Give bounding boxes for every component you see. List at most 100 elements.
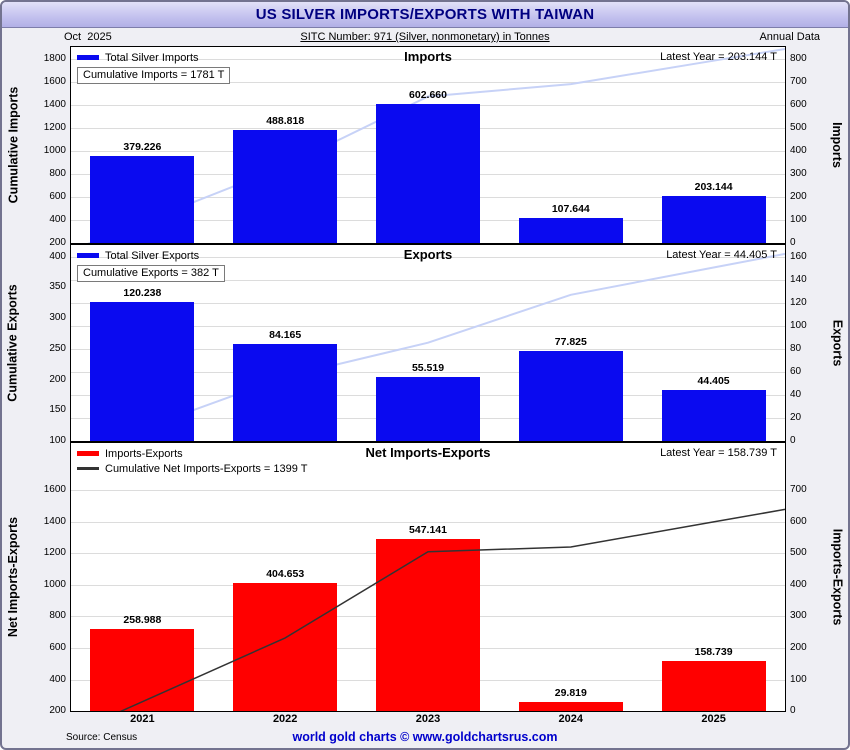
bar-2024 [518,351,623,441]
gridline [71,348,785,350]
y-axis-tick: 1000 [43,578,66,590]
cumulative-net-line [119,508,785,711]
y-axis-tick: 150 [49,404,66,416]
y-axis-tick: 1200 [43,547,66,559]
bar-2025 [661,389,766,441]
bar-2022 [233,130,338,243]
y-axis-tick: 100 [790,213,807,225]
y-axis-tick: 400 [790,578,807,590]
legend-row: Total Silver Imports [77,50,230,65]
annual-data-label: Annual Data [759,31,820,43]
bar-value-label: 379.226 [123,140,162,153]
bar-2025 [661,196,766,243]
bar-series-swatch [77,451,99,456]
y-axis-tick: 200 [790,641,807,653]
imports-legend: Total Silver Imports Cumulative Imports … [77,50,231,84]
net-legend: Imports-Exports Cumulative Net Imports-E… [77,446,307,476]
exports-plot-title: Exports [403,247,453,262]
y-axis-tick: 1400 [43,98,66,110]
y-axis-tick: 600 [49,190,66,202]
y-axis-tick: 1600 [43,75,66,87]
bar-2024 [518,701,623,711]
y-axis-tick: 160 [790,250,807,262]
y-axis-tick: 300 [790,167,807,179]
y-axis-tick: 140 [790,273,807,285]
latest-year-label: Latest Year = 44.405 T [666,249,777,261]
y-axis-tick: 800 [790,52,807,64]
gridline [71,279,785,281]
y-axis-tick: 200 [49,373,66,385]
bar-series-label: Total Silver Exports [105,249,200,262]
line-series-label: Cumulative Net Imports-Exports = 1399 T [105,462,308,475]
net-bars-layer: 258.988 404.653 547.141 29.819 158.739 [71,443,785,711]
y-axis-tick: 400 [49,250,66,262]
bar-value-label: 120.238 [123,287,162,300]
y-axis-tick: 0 [790,435,796,446]
header-row: Oct 2025 SITC Number: 971 (Silver, nonmo… [2,28,848,46]
x-axis-tick: 2025 [701,713,726,725]
y-axis-tick: 200 [49,705,66,716]
imports-plot-title: Imports [404,49,452,64]
net-panel: Net Imports-Exports Imports-Exports 258.… [2,442,848,716]
left-axis-title-text: Net Imports-Exports [6,516,20,638]
gridline [71,521,785,523]
exports-plot-area: 120.238 84.165 55.519 77.825 44.405 Exports … [70,244,786,442]
bar-value-label: 404.653 [266,568,305,581]
imports-bars-layer: 379.226 488.818 602.660 107.644 203.144 [71,47,785,243]
y-axis-tick: 100 [790,673,807,685]
net-left-axis-title: Net Imports-Exports [2,442,24,712]
brand-label: world gold charts © www.goldchartsrus.co… [292,730,558,744]
y-axis-tick: 400 [49,213,66,225]
right-axis-title-text: Imports-Exports [830,528,845,626]
x-axis-tick: 2024 [558,713,584,725]
y-axis-tick: 600 [790,515,807,527]
net-right-axis-title: Imports-Exports [826,442,848,712]
right-axis-title-text: Imports [830,122,844,168]
y-axis-tick: 1400 [43,515,66,527]
title-bar: US SILVER IMPORTS/EXPORTS WITH TAIWAN [2,2,848,28]
imports-panel: Cumulative Imports Imports 379.226 488.81… [2,46,848,248]
bar-value-label: 602.660 [409,89,447,101]
y-axis-tick: 1000 [43,144,66,156]
y-axis-tick: 400 [790,144,807,156]
bar-2021 [90,155,195,243]
y-axis-tick: 700 [790,484,807,496]
legend-row: Total Silver Exports [77,248,225,263]
gridline [71,302,785,304]
bar-2025 [661,661,766,711]
y-axis-tick: 0 [790,705,796,716]
x-axis-tick: 2021 [130,713,155,725]
right-axis-title-text: Exports [830,319,845,367]
y-axis-tick: 800 [49,167,66,179]
y-axis-tick: 600 [49,641,66,653]
y-axis-tick: 250 [49,342,66,354]
x-axis-tick: 2023 [415,713,441,725]
y-axis-tick: 1800 [43,52,66,64]
legend-row: Imports-Exports [77,446,307,461]
bar-2023 [376,104,480,243]
bar-value-label: 55.519 [411,362,445,374]
y-axis-tick: 100 [49,435,66,446]
line-series-swatch [77,467,99,470]
y-axis-tick: 800 [49,610,66,622]
y-axis-tick: 400 [49,673,66,685]
bar-value-label: 203.144 [694,181,733,194]
exports-left-axis-title: Cumulative Exports [2,244,24,442]
y-axis-tick: 1600 [43,484,66,496]
net-plot-area: 258.988 404.653 547.141 29.819 158.739 Net I… [70,442,786,712]
left-axis-title-text: Cumulative Imports [6,86,20,204]
y-axis-tick: 600 [790,98,807,110]
bar-value-label: 258.988 [123,614,162,627]
imports-plot-area: 379.226 488.818 602.660 107.644 203.144 Impo… [70,46,786,244]
page-title: US SILVER IMPORTS/EXPORTS WITH TAIWAN [255,6,595,23]
exports-legend: Total Silver Exports Cumulative Exports … [77,248,225,282]
bar-value-label: 44.405 [697,374,730,387]
exports-bars-layer: 120.238 84.165 55.519 77.825 44.405 [71,245,785,441]
y-axis-tick: 100 [790,319,807,331]
gridline [71,325,785,327]
bar-series-label: Total Silver Imports [105,51,199,64]
y-axis-tick: 20 [790,411,802,423]
net-plot-title: Net Imports-Exports [365,445,491,460]
latest-year-label: Latest Year = 203.144 T [660,51,777,63]
